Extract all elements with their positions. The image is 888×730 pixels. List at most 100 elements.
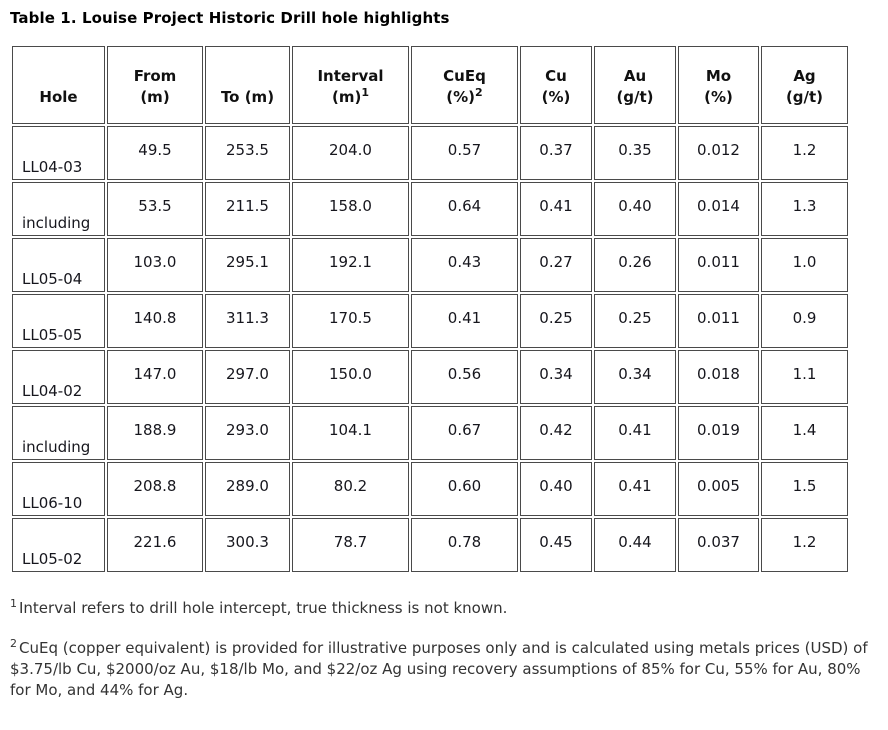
data-cell-interval: 78.7 bbox=[292, 518, 409, 572]
header-line1: Hole bbox=[39, 88, 78, 106]
data-cell-to: 311.3 bbox=[205, 294, 290, 348]
column-header-au: Au (g/t) bbox=[594, 46, 676, 124]
data-cell-mo: 0.005 bbox=[678, 462, 759, 516]
header-line2: (m) bbox=[332, 88, 362, 106]
header-line1: CuEq bbox=[443, 67, 486, 85]
data-cell-au: 0.35 bbox=[594, 126, 676, 180]
column-header-mo: Mo (%) bbox=[678, 46, 759, 124]
hole-cell: LL05-02 bbox=[12, 518, 105, 572]
data-cell-cu: 0.34 bbox=[520, 350, 592, 404]
data-cell-interval: 104.1 bbox=[292, 406, 409, 460]
data-cell-cu: 0.25 bbox=[520, 294, 592, 348]
data-cell-interval: 170.5 bbox=[292, 294, 409, 348]
header-line2: (%) bbox=[446, 88, 476, 106]
column-header-cueq: CuEq (%)2 bbox=[411, 46, 518, 124]
data-cell-mo: 0.012 bbox=[678, 126, 759, 180]
data-cell-from: 221.6 bbox=[107, 518, 203, 572]
data-cell-ag: 0.9 bbox=[761, 294, 848, 348]
data-cell-au: 0.26 bbox=[594, 238, 676, 292]
data-cell-interval: 158.0 bbox=[292, 182, 409, 236]
data-cell-cueq: 0.41 bbox=[411, 294, 518, 348]
table-row: LL05-02 221.6 300.3 78.7 0.78 0.45 0.44 0.037 1.… bbox=[12, 518, 848, 572]
data-cell-cu: 0.42 bbox=[520, 406, 592, 460]
table-row: LL06-10 208.8 289.0 80.2 0.60 0.40 0.41 0.005 1.… bbox=[12, 462, 848, 516]
data-cell-to: 300.3 bbox=[205, 518, 290, 572]
data-cell-au: 0.41 bbox=[594, 462, 676, 516]
data-cell-from: 103.0 bbox=[107, 238, 203, 292]
data-cell-from: 208.8 bbox=[107, 462, 203, 516]
column-header-hole: Hole bbox=[12, 46, 105, 124]
data-cell-mo: 0.037 bbox=[678, 518, 759, 572]
hole-cell: LL04-03 bbox=[12, 126, 105, 180]
footnote-2-marker: 2 bbox=[10, 637, 17, 650]
table-row: including 188.9 293.0 104.1 0.67 0.42 0.41 0.01… bbox=[12, 406, 848, 460]
table-row: including 53.5 211.5 158.0 0.64 0.41 0.40 0.014… bbox=[12, 182, 848, 236]
header-line1: Cu bbox=[545, 67, 567, 85]
data-cell-to: 293.0 bbox=[205, 406, 290, 460]
data-cell-cueq: 0.67 bbox=[411, 406, 518, 460]
data-cell-au: 0.25 bbox=[594, 294, 676, 348]
data-cell-au: 0.34 bbox=[594, 350, 676, 404]
data-cell-interval: 80.2 bbox=[292, 462, 409, 516]
header-line2: (%) bbox=[541, 88, 571, 106]
table-row: LL05-04 103.0 295.1 192.1 0.43 0.27 0.26 0.011 1… bbox=[12, 238, 848, 292]
footnote-2: 2 CuEq (copper equivalent) is provided fo… bbox=[10, 638, 878, 701]
data-cell-from: 188.9 bbox=[107, 406, 203, 460]
header-line2: (%) bbox=[704, 88, 733, 106]
data-cell-ag: 1.5 bbox=[761, 462, 848, 516]
data-cell-from: 140.8 bbox=[107, 294, 203, 348]
data-cell-cueq: 0.43 bbox=[411, 238, 518, 292]
data-cell-au: 0.44 bbox=[594, 518, 676, 572]
data-cell-from: 53.5 bbox=[107, 182, 203, 236]
data-cell-from: 147.0 bbox=[107, 350, 203, 404]
data-cell-cueq: 0.60 bbox=[411, 462, 518, 516]
data-cell-to: 253.5 bbox=[205, 126, 290, 180]
data-cell-mo: 0.011 bbox=[678, 294, 759, 348]
data-cell-cueq: 0.78 bbox=[411, 518, 518, 572]
data-cell-interval: 204.0 bbox=[292, 126, 409, 180]
header-line2: (g/t) bbox=[616, 88, 654, 106]
data-cell-ag: 1.4 bbox=[761, 406, 848, 460]
column-header-to: To (m) bbox=[205, 46, 290, 124]
data-cell-interval: 192.1 bbox=[292, 238, 409, 292]
table-title: Table 1. Louise Project Historic Drill h… bbox=[10, 9, 450, 27]
data-cell-from: 49.5 bbox=[107, 126, 203, 180]
table-body: LL04-03 49.5 253.5 204.0 0.57 0.37 0.35 0.012 1.… bbox=[12, 126, 848, 572]
header-line2: (m) bbox=[140, 88, 170, 106]
data-cell-to: 289.0 bbox=[205, 462, 290, 516]
data-cell-cu: 0.45 bbox=[520, 518, 592, 572]
data-cell-mo: 0.019 bbox=[678, 406, 759, 460]
data-cell-cueq: 0.56 bbox=[411, 350, 518, 404]
column-header-cu: Cu (%) bbox=[520, 46, 592, 124]
header-line1: Interval bbox=[317, 67, 384, 85]
hole-cell: LL06-10 bbox=[12, 462, 105, 516]
column-header-ag: Ag (g/t) bbox=[761, 46, 848, 124]
header-line1: Mo bbox=[705, 67, 732, 85]
column-header-interval: Interval (m)1 bbox=[292, 46, 409, 124]
data-cell-au: 0.41 bbox=[594, 406, 676, 460]
data-cell-to: 297.0 bbox=[205, 350, 290, 404]
header-line2: (g/t) bbox=[785, 88, 824, 106]
footnote-2-text: CuEq (copper equivalent) is provided for… bbox=[10, 639, 868, 699]
data-cell-cueq: 0.64 bbox=[411, 182, 518, 236]
data-cell-ag: 1.3 bbox=[761, 182, 848, 236]
hole-cell: including bbox=[12, 406, 105, 460]
column-header-from: From (m) bbox=[107, 46, 203, 124]
hole-cell: LL05-04 bbox=[12, 238, 105, 292]
data-cell-ag: 1.1 bbox=[761, 350, 848, 404]
hole-cell: LL04-02 bbox=[12, 350, 105, 404]
data-cell-cu: 0.41 bbox=[520, 182, 592, 236]
header-footnote-ref: 2 bbox=[475, 86, 483, 99]
data-cell-mo: 0.018 bbox=[678, 350, 759, 404]
footnote-1-text: Interval refers to drill hole intercept,… bbox=[19, 599, 508, 617]
header-row: Hole From (m) To (m) Interval (m)1 CuEq (%)2 Cu(… bbox=[12, 46, 848, 124]
table-row: LL05-05 140.8 311.3 170.5 0.41 0.25 0.25 0.011 0… bbox=[12, 294, 848, 348]
footnotes: 1 Interval refers to drill hole intercept… bbox=[10, 598, 878, 701]
header-line1: To (m) bbox=[220, 88, 275, 106]
table-header: Hole From (m) To (m) Interval (m)1 CuEq (%)2 Cu(… bbox=[12, 46, 848, 124]
header-line1: Au bbox=[623, 67, 647, 85]
data-cell-mo: 0.011 bbox=[678, 238, 759, 292]
data-cell-cu: 0.37 bbox=[520, 126, 592, 180]
data-cell-to: 295.1 bbox=[205, 238, 290, 292]
